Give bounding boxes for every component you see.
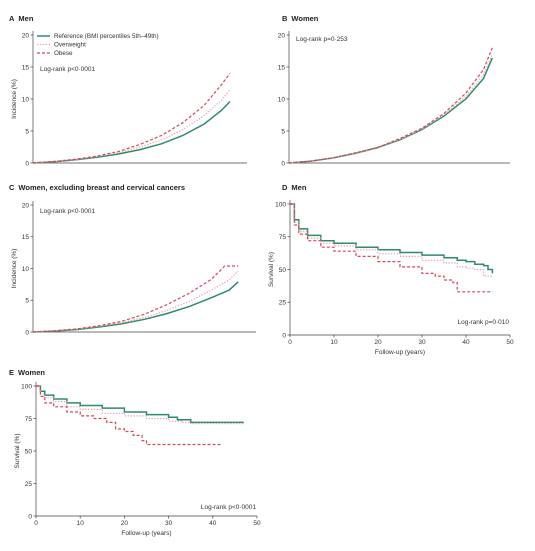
x-tick-label: 0 [34, 520, 38, 527]
y-axis-label: Survival (%) [14, 433, 21, 468]
y-tick-label: 20 [22, 32, 30, 39]
y-tick-label: 0 [25, 329, 29, 336]
series-line-reference [32, 101, 231, 164]
series-line-reference [288, 57, 493, 164]
series-line-overweight [32, 270, 239, 333]
series-line-reference [290, 203, 494, 274]
panel-e: E Women 0 25 50 75 100 0 10 20 30 40 50 Survival (%) F… [9, 368, 261, 537]
y-tick-label: 20 [278, 32, 286, 39]
x-tick-label: 20 [121, 520, 129, 527]
x-tick-label: 30 [165, 520, 173, 527]
y-tick-label: 20 [22, 202, 30, 209]
legend-label: Obese [54, 50, 73, 57]
series-line-obese [32, 73, 231, 164]
panel-letter: A [9, 14, 15, 23]
panel-title-text: Women, excluding breast and cervical can… [18, 183, 185, 192]
panel-title: D Men [282, 183, 307, 192]
panel-letter: C [9, 183, 15, 192]
y-tick-label: 0 [28, 513, 32, 520]
series-line-obese [32, 265, 239, 333]
panel-title-text: Women [291, 14, 318, 23]
y-tick-label: 75 [25, 416, 33, 423]
series-line-reference [36, 385, 244, 424]
logrank-annotation: Log-rank p=0·253 [296, 36, 348, 43]
x-axis-label: Follow-up (years) [121, 530, 171, 537]
y-tick-label: 5 [25, 298, 29, 305]
x-tick-label: 10 [330, 339, 338, 346]
y-tick-label: 100 [275, 201, 286, 208]
series-line-obese [290, 203, 493, 293]
series-line-overweight [290, 203, 493, 278]
y-tick-label: 15 [22, 64, 30, 71]
y-tick-label: 75 [279, 234, 287, 241]
panel-title-text: Women [18, 368, 45, 377]
x-tick-label: 50 [506, 339, 514, 346]
logrank-annotation: Log-rank p<0·0001 [201, 504, 256, 511]
y-tick-label: 5 [25, 128, 29, 135]
logrank-annotation: Log-rank p<0·0001 [40, 66, 95, 73]
x-axis-label: Follow-up (years) [375, 349, 425, 356]
panel-b: B Women 0 5 10 15 20 Log-rank p=0·253 [278, 14, 510, 167]
y-tick-label: 50 [279, 267, 287, 274]
panel-d: D Men 0 25 50 75 100 0 10 20 30 40 50 Survival (%) Fol… [268, 183, 514, 356]
x-tick-label: 0 [288, 339, 292, 346]
x-tick-label: 50 [253, 520, 261, 527]
x-tick-label: 30 [418, 339, 426, 346]
y-tick-label: 15 [278, 64, 286, 71]
y-axis-label: Incidence (%) [11, 79, 18, 119]
panel-title-text: Men [18, 14, 33, 23]
panel-title: E Women [9, 368, 45, 377]
y-tick-label: 10 [22, 96, 30, 103]
y-tick-label: 0 [282, 332, 286, 339]
legend-label: Reference (BMI percentiles 5th–49th) [54, 33, 159, 40]
panel-title-text: Men [291, 183, 306, 192]
series-line-obese [288, 47, 493, 164]
panel-letter: B [282, 14, 288, 23]
x-tick-label: 40 [209, 520, 217, 527]
logrank-annotation: Log-rank p<0·0001 [40, 208, 95, 215]
y-tick-label: 10 [278, 96, 286, 103]
panel-a: A Men 0 5 10 15 20 Incidence (%) Log-rank p<0·00… [9, 14, 247, 167]
series-line-reference [32, 281, 239, 333]
y-axis-label: Survival (%) [268, 252, 275, 287]
y-tick-label: 10 [22, 266, 30, 273]
y-tick-label: 25 [25, 481, 33, 488]
panel-letter: D [282, 183, 288, 192]
legend: Reference (BMI percentiles 5th–49th) Over… [37, 33, 159, 57]
y-tick-label: 5 [281, 128, 285, 135]
panel-title: B Women [282, 14, 319, 23]
series-line-obese [36, 385, 222, 446]
y-tick-label: 50 [25, 448, 33, 455]
y-tick-label: 25 [279, 300, 287, 307]
y-axis-label: Incidence (%) [11, 249, 18, 289]
panel-title: A Men [9, 14, 34, 23]
x-tick-label: 40 [462, 339, 470, 346]
y-tick-label: 100 [21, 383, 32, 390]
legend-label: Overweight [54, 42, 86, 49]
logrank-annotation: Log-rank p=0·010 [458, 319, 510, 326]
y-tick-label: 0 [281, 160, 285, 167]
x-tick-label: 10 [77, 520, 85, 527]
panel-title: C Women, excluding breast and cervical ca… [9, 183, 185, 192]
y-tick-label: 0 [25, 160, 29, 167]
y-tick-label: 15 [22, 234, 30, 241]
series-line-overweight [288, 53, 493, 164]
panel-letter: E [9, 368, 14, 377]
panel-c: C Women, excluding breast and cervical ca… [9, 183, 256, 336]
series-line-overweight [36, 385, 244, 425]
x-tick-label: 20 [374, 339, 382, 346]
